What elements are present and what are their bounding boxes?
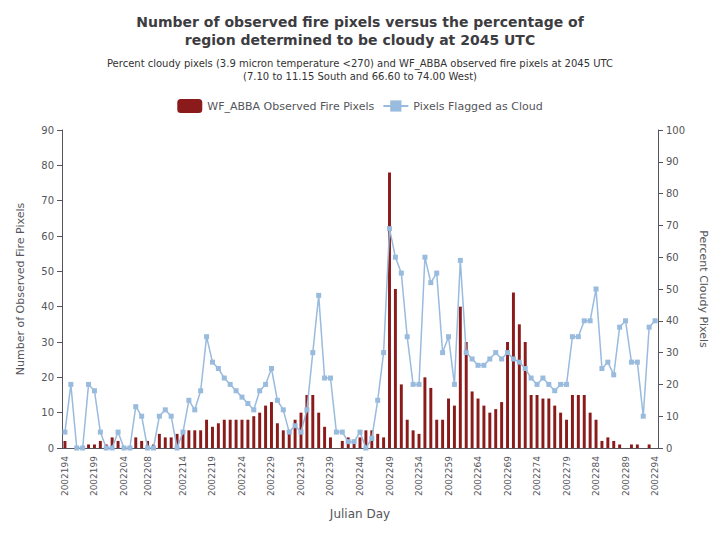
svg-text:2002234: 2002234	[296, 456, 306, 496]
svg-text:70: 70	[666, 220, 679, 231]
svg-text:0: 0	[48, 443, 54, 454]
svg-text:Number of observed fire pixels: Number of observed fire pixels versus th…	[136, 14, 584, 30]
svg-text:90: 90	[666, 156, 679, 167]
svg-text:2002279: 2002279	[562, 456, 572, 496]
svg-text:2002289: 2002289	[621, 456, 631, 496]
svg-text:WF_ABBA Observed Fire Pixels: WF_ABBA Observed Fire Pixels	[207, 100, 374, 113]
svg-text:10: 10	[41, 407, 54, 418]
svg-text:2002249: 2002249	[385, 456, 395, 496]
svg-text:80: 80	[41, 160, 54, 171]
svg-text:2002194: 2002194	[60, 456, 70, 496]
svg-text:2002284: 2002284	[591, 456, 601, 496]
svg-text:Pixels Flagged as Cloud: Pixels Flagged as Cloud	[413, 100, 542, 113]
svg-text:2002224: 2002224	[237, 456, 247, 496]
svg-text:2002219: 2002219	[207, 456, 217, 496]
svg-text:90: 90	[41, 125, 54, 136]
svg-text:2002244: 2002244	[355, 456, 365, 496]
svg-text:30: 30	[666, 347, 679, 358]
svg-text:70: 70	[41, 195, 54, 206]
svg-text:2002259: 2002259	[444, 456, 454, 496]
svg-text:50: 50	[41, 266, 54, 277]
svg-text:2002294: 2002294	[650, 456, 660, 496]
svg-text:region determined to be cloudy: region determined to be cloudy at 2045 U…	[185, 32, 535, 48]
svg-text:10: 10	[666, 411, 679, 422]
svg-text:2002274: 2002274	[532, 456, 542, 496]
svg-text:40: 40	[666, 315, 679, 326]
svg-text:Julian Day: Julian Day	[329, 507, 390, 521]
svg-text:2002269: 2002269	[503, 456, 513, 496]
svg-text:0: 0	[666, 443, 672, 454]
svg-text:(7.10 to 11.15 South and 66.60: (7.10 to 11.15 South and 66.60 to 74.00 …	[243, 71, 477, 82]
svg-text:2002214: 2002214	[178, 456, 188, 496]
svg-text:Number of Observed Fire Pixels: Number of Observed Fire Pixels	[14, 202, 27, 375]
svg-text:60: 60	[666, 252, 679, 263]
svg-text:2002254: 2002254	[414, 456, 424, 496]
svg-text:20: 20	[666, 379, 679, 390]
svg-text:30: 30	[41, 337, 54, 348]
svg-text:50: 50	[666, 284, 679, 295]
svg-text:2002208: 2002208	[143, 456, 153, 496]
svg-text:2002239: 2002239	[325, 456, 335, 496]
svg-text:2002199: 2002199	[89, 456, 99, 496]
svg-text:40: 40	[41, 301, 54, 312]
svg-text:20: 20	[41, 372, 54, 383]
svg-text:60: 60	[41, 231, 54, 242]
svg-text:Percent cloudy pixels (3.9 mic: Percent cloudy pixels (3.9 micron temper…	[107, 58, 613, 70]
svg-text:Percent Cloudy Pixels: Percent Cloudy Pixels	[697, 230, 710, 348]
svg-text:2002264: 2002264	[473, 456, 483, 496]
svg-text:2002229: 2002229	[266, 456, 276, 496]
svg-text:100: 100	[666, 125, 685, 136]
svg-text:2002204: 2002204	[119, 456, 129, 496]
svg-text:80: 80	[666, 188, 679, 199]
